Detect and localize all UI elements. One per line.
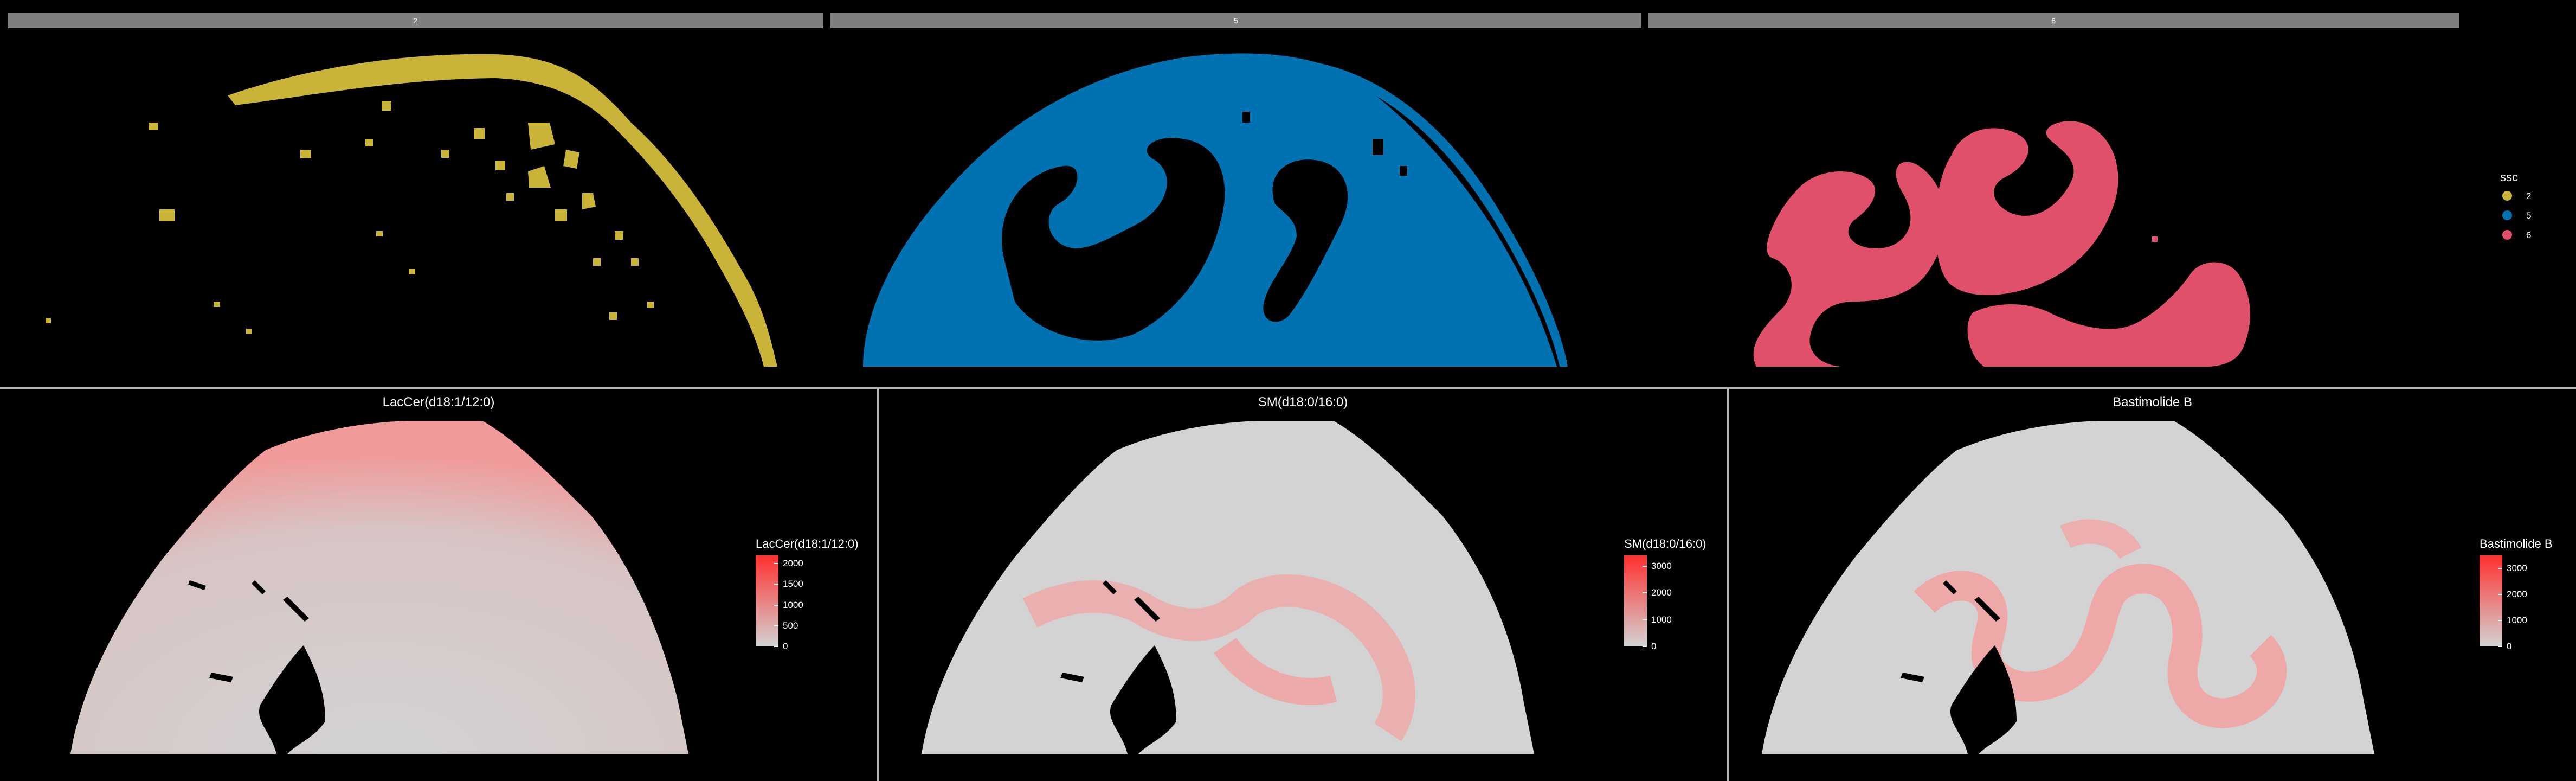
panel-divider-2 bbox=[1727, 389, 1729, 781]
panel-divider-1 bbox=[877, 389, 879, 781]
cluster-legend-label-6: 6 bbox=[2526, 230, 2532, 240]
bastimolide-colorbar-tick-label: 2000 bbox=[2507, 589, 2527, 599]
laccer-colorbar bbox=[756, 555, 778, 646]
laccer-tissue bbox=[70, 421, 688, 754]
cluster-2-panel bbox=[8, 30, 823, 367]
cluster-legend-label-5: 5 bbox=[2526, 210, 2532, 221]
sm-heatmap-panel bbox=[922, 418, 1561, 754]
sm-colorbar-tick-label: 0 bbox=[1651, 641, 1657, 651]
cluster-6-panel bbox=[1648, 30, 2459, 367]
sm-panel-title: SM(d18:0/16:0) bbox=[1258, 395, 1348, 409]
bastimolide-heatmap bbox=[1762, 421, 2374, 754]
sm-heatmap bbox=[922, 421, 1534, 754]
bastimolide-colorbar-tick-mark bbox=[2498, 646, 2502, 647]
sm-colorbar-tick-label: 3000 bbox=[1651, 560, 1672, 571]
laccer-colorbar-tick-mark bbox=[774, 625, 778, 626]
bastimolide-heatmap-panel bbox=[1762, 418, 2401, 754]
bastimolide-tissue bbox=[1762, 421, 2374, 754]
bastimolide-colorbar-tick-mark bbox=[2498, 620, 2502, 621]
laccer-colorbar-tick-mark bbox=[774, 563, 778, 565]
bastimolide-colorbar-title: Bastimolide B bbox=[2480, 537, 2553, 550]
bastimolide-colorbar-tick-label: 3000 bbox=[2507, 563, 2527, 573]
laccer-colorbar-tick-label: 0 bbox=[783, 641, 788, 651]
laccer-colorbar-tick-label: 1000 bbox=[783, 599, 803, 610]
cluster-legend-title: ssc bbox=[2500, 170, 2518, 184]
cluster-6-region bbox=[1753, 162, 1945, 367]
cluster-legend-key-5 bbox=[2502, 210, 2512, 220]
sm-colorbar-tick-mark bbox=[1643, 565, 1647, 567]
laccer-heatmap bbox=[70, 421, 688, 754]
sm-colorbar-tick-label: 1000 bbox=[1651, 614, 1672, 625]
bastimolide-panel-title: Bastimolide B bbox=[2113, 395, 2192, 409]
bastimolide-colorbar-tick-mark bbox=[2498, 568, 2502, 569]
sm-colorbar bbox=[1624, 555, 1647, 646]
bastimolide-colorbar-tick-label: 0 bbox=[2507, 641, 2512, 651]
laccer-colorbar-tick-mark bbox=[774, 646, 778, 647]
laccer-colorbar-tick-label: 500 bbox=[783, 620, 798, 631]
sm-tissue bbox=[922, 421, 1534, 754]
cluster-2-map bbox=[46, 54, 777, 367]
bastimolide-colorbar-tick-mark bbox=[2498, 594, 2502, 595]
cluster-legend-key-6 bbox=[2502, 230, 2512, 240]
laccer-colorbar-tick-label: 2000 bbox=[783, 558, 803, 569]
cluster-2-region bbox=[228, 54, 777, 367]
cluster-6-map bbox=[1753, 121, 2250, 367]
laccer-colorbar-title: LacCer(d18:1/12:0) bbox=[756, 537, 859, 550]
sm-colorbar-tick-mark bbox=[1643, 646, 1647, 647]
facet-strip-6: 6 bbox=[1648, 13, 2459, 28]
laccer-colorbar-tick-mark bbox=[774, 584, 778, 585]
sm-colorbar-title: SM(d18:0/16:0) bbox=[1624, 537, 1706, 550]
bastimolide-colorbar-tick-label: 1000 bbox=[2507, 615, 2527, 625]
sm-colorbar-tick-mark bbox=[1643, 619, 1647, 620]
laccer-colorbar-tick-label: 1500 bbox=[783, 579, 803, 590]
sm-colorbar-tick-mark bbox=[1643, 592, 1647, 594]
laccer-panel-title: LacCer(d18:1/12:0) bbox=[382, 395, 495, 409]
cluster-5-map bbox=[863, 53, 1568, 367]
cluster-legend-label-2: 2 bbox=[2526, 191, 2532, 201]
facet-strip-5: 5 bbox=[830, 13, 1641, 28]
facet-strip-2: 2 bbox=[8, 13, 823, 28]
row-divider bbox=[0, 387, 2576, 389]
cluster-5-panel bbox=[830, 30, 1641, 367]
bastimolide-colorbar bbox=[2480, 555, 2502, 646]
cluster-legend-key-2 bbox=[2502, 191, 2512, 201]
laccer-colorbar-tick-mark bbox=[774, 604, 778, 606]
laccer-heatmap-panel bbox=[70, 418, 721, 754]
sm-colorbar-tick-label: 2000 bbox=[1651, 587, 1672, 598]
